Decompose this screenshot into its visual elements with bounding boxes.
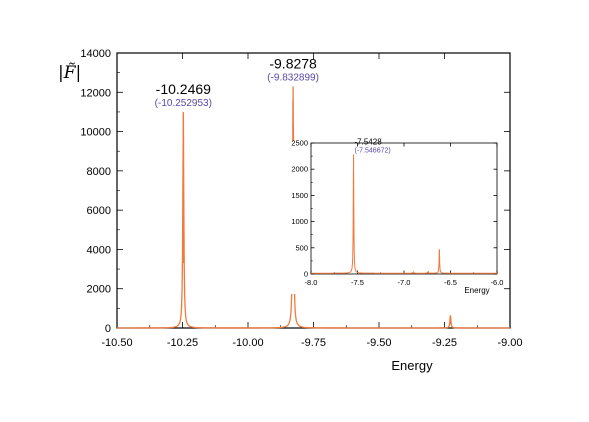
main-peak-label: -10.2469	[156, 81, 211, 97]
inset-x-tick-label: -6.0	[491, 278, 504, 287]
main-peak-ref-label: (-9.832899)	[267, 72, 319, 83]
main-x-axis-label: Energy	[391, 358, 433, 373]
inset-y-tick-label: 0	[304, 270, 308, 279]
main-y-axis-label: |F̃|	[58, 63, 81, 83]
main-x-tick-label: -10.00	[232, 337, 263, 349]
main-y-tick-label: 6000	[87, 205, 111, 217]
inset-x-tick-label: -8.0	[305, 278, 318, 287]
main-series-line	[117, 99, 510, 329]
main-peak-ref-label: (-10.252953)	[155, 98, 212, 109]
main-x-tick-label: -10.50	[101, 337, 132, 349]
main-y-tick-label: 8000	[87, 166, 111, 178]
main-x-tick-label: -9.75	[301, 337, 326, 349]
inset-y-tick-label: 1000	[291, 217, 308, 226]
main-x-tick-label: -10.25	[167, 337, 198, 349]
inset-y-tick-label: 2000	[291, 165, 308, 174]
inset-y-tick-label: 1500	[291, 191, 308, 200]
inset-peak-ref-label: (-7.546672)	[355, 148, 391, 155]
main-x-tick-label: -9.00	[497, 337, 522, 349]
inset-x-tick-label: -6.5	[444, 278, 457, 287]
main-y-tick-label: 4000	[87, 244, 111, 256]
main-x-tick-label: -9.50	[366, 337, 391, 349]
main-y-tick-label: 0	[105, 323, 111, 335]
main-y-tick-label: 12000	[80, 87, 111, 99]
inset-x-tick-label: -7.5	[351, 278, 364, 287]
main-y-tick-label: 2000	[87, 284, 111, 296]
main-y-tick-label: 10000	[80, 127, 111, 139]
inset-x-axis-label: Energy	[464, 286, 489, 295]
inset-series-line	[311, 157, 497, 274]
inset-peak-label: -7.5428	[355, 138, 383, 147]
inset-y-tick-label: 500	[295, 243, 308, 252]
main-y-tick-label: 14000	[80, 48, 111, 60]
main-x-tick-label: -9.25	[432, 337, 457, 349]
inset-y-tick-label: 2500	[291, 139, 308, 148]
inset-plot-frame	[310, 142, 498, 275]
main-peak-label: -9.8278	[269, 55, 317, 71]
inset-x-tick-label: -7.0	[398, 278, 411, 287]
